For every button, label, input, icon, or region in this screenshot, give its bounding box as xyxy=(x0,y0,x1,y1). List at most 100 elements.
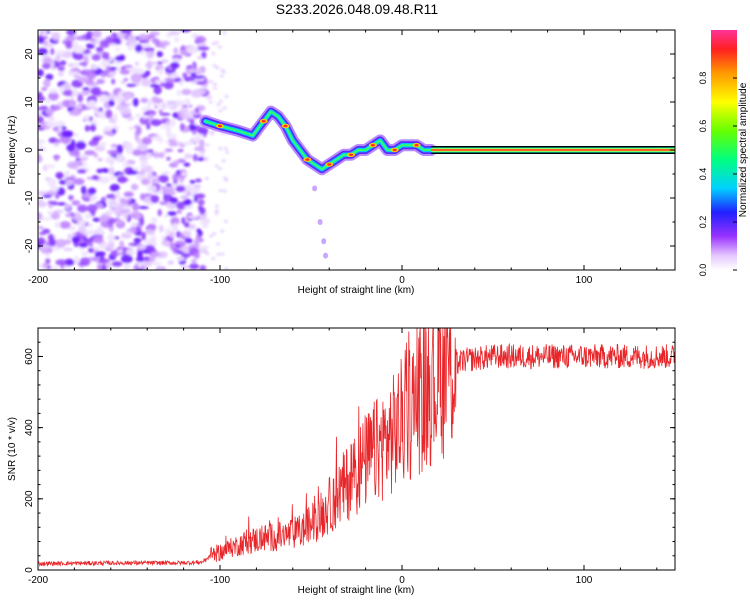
noise-blob xyxy=(218,109,223,113)
noise-blob xyxy=(117,176,128,184)
noise-blob xyxy=(95,202,104,209)
noise-blob xyxy=(42,44,54,48)
noise-blob xyxy=(163,81,174,90)
noise-blob xyxy=(109,183,120,192)
noise-blob xyxy=(198,205,203,211)
noise-blob xyxy=(73,133,79,138)
noise-blob xyxy=(142,115,148,119)
noise-blob xyxy=(153,85,162,95)
noise-blob xyxy=(96,51,103,55)
tone-track xyxy=(199,105,438,259)
bottom-y-axis: 0 200 400 600 xyxy=(24,327,675,573)
noise-blob xyxy=(145,152,153,159)
noise-blob xyxy=(175,185,186,193)
noise-blob xyxy=(77,218,87,227)
tone-track-band xyxy=(204,110,433,171)
noise-blob xyxy=(195,178,202,183)
noise-blob xyxy=(194,146,205,152)
x-tick-label: 0 xyxy=(399,275,405,286)
noise-blob xyxy=(153,105,159,109)
noise-blob xyxy=(189,119,195,126)
noise-blob xyxy=(183,154,196,159)
noise-blob xyxy=(68,98,75,108)
noise-blob xyxy=(180,114,191,120)
noise-blob xyxy=(133,237,142,243)
noise-blob xyxy=(222,189,227,193)
noise-blob xyxy=(68,225,76,231)
noise-blob xyxy=(71,235,81,244)
colorbar-gradient xyxy=(711,30,737,270)
noise-blob xyxy=(55,259,67,266)
noise-blob xyxy=(47,116,56,121)
noise-blob xyxy=(222,31,227,35)
noise-blob xyxy=(131,202,140,211)
noise-blob xyxy=(41,217,52,221)
noise-blob xyxy=(191,258,197,264)
noise-blob xyxy=(146,223,157,230)
noise-blob xyxy=(117,218,123,226)
noise-blob xyxy=(38,95,46,102)
noise-blob xyxy=(85,229,97,235)
noise-blob xyxy=(174,36,180,43)
noise-blob xyxy=(91,54,101,61)
snr-frame xyxy=(37,327,676,571)
noise-blob xyxy=(38,197,43,204)
tone-tail xyxy=(317,219,323,225)
noise-blob xyxy=(91,175,99,181)
noise-blob xyxy=(78,62,88,66)
noise-blob xyxy=(176,255,185,262)
noise-blob xyxy=(153,151,159,159)
noise-blob xyxy=(128,67,137,73)
noise-blob xyxy=(160,235,167,240)
noise-blob xyxy=(192,136,201,143)
noise-blob xyxy=(157,209,162,217)
tone-hotspot-core xyxy=(370,144,375,147)
noise-blob xyxy=(55,239,67,248)
x-tick-label: -100 xyxy=(210,275,230,286)
noise-blob xyxy=(105,199,116,203)
noise-blob xyxy=(189,263,200,270)
noise-blob xyxy=(165,183,173,187)
noise-blob xyxy=(97,263,102,270)
figure-title: S233.2026.048.09.48.R11 xyxy=(276,1,439,17)
y-tick-label: 0 xyxy=(24,147,35,153)
noise-blob xyxy=(193,252,200,259)
noise-blob xyxy=(68,194,74,201)
noise-blob xyxy=(80,185,87,195)
noise-blob xyxy=(136,267,143,270)
noise-blob xyxy=(42,62,51,70)
noise-blob xyxy=(180,265,190,269)
noise-blob xyxy=(214,204,219,208)
top-y-axis: -20 -10 0 10 20 xyxy=(24,29,675,271)
noise-blob xyxy=(157,152,165,159)
noise-blob xyxy=(223,146,228,150)
noise-blob xyxy=(42,194,53,198)
noise-blob xyxy=(50,212,61,220)
noise-blob xyxy=(176,158,187,164)
noise-blob xyxy=(120,232,132,239)
noise-blob xyxy=(167,260,175,265)
noise-blob xyxy=(181,88,192,96)
noise-blob xyxy=(211,42,216,46)
noise-blob xyxy=(218,189,223,193)
noise-blob xyxy=(223,176,228,180)
noise-blob xyxy=(141,78,151,87)
noise-blob xyxy=(38,212,43,221)
noise-blob xyxy=(172,173,179,182)
noise-blob xyxy=(150,234,157,243)
y-tick-label: 600 xyxy=(24,348,35,365)
noise-blob xyxy=(198,139,205,148)
noise-blob xyxy=(126,35,137,45)
noise-blob xyxy=(195,186,201,193)
noise-blob xyxy=(168,141,179,147)
noise-blob xyxy=(41,87,48,91)
noise-blob xyxy=(137,261,143,269)
noise-blob xyxy=(98,258,111,264)
noise-blob xyxy=(81,251,89,257)
noise-blob xyxy=(62,247,73,252)
noise-blob xyxy=(158,109,164,114)
noise-blob xyxy=(199,265,207,270)
noise-blob xyxy=(220,252,225,256)
noise-blob xyxy=(150,194,160,204)
